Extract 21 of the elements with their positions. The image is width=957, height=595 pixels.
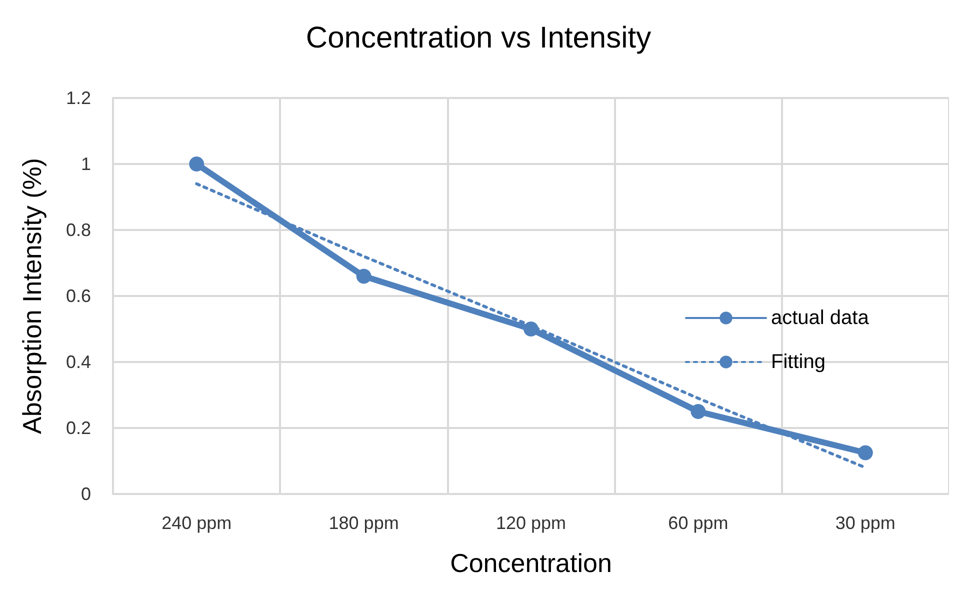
- x-tick-label: 240 ppm: [162, 513, 232, 533]
- legend-label: Fitting: [771, 351, 826, 373]
- y-tick-label: 0: [80, 484, 91, 504]
- point: [356, 268, 372, 284]
- y-tick-label: 0.6: [66, 286, 91, 306]
- x-tick-label: 180 ppm: [328, 513, 399, 533]
- point: [189, 156, 204, 172]
- chart-title: Concentration vs Intensity: [306, 22, 652, 54]
- x-tick-label: 60 ppm: [668, 513, 728, 533]
- y-tick-label: 1: [80, 154, 91, 174]
- y-tick-label: 0.2: [66, 418, 91, 438]
- x-axis-title: Concentration: [450, 548, 612, 578]
- point: [690, 404, 706, 419]
- x-tick-label: 30 ppm: [835, 513, 896, 533]
- y-tick-label: 0.8: [66, 220, 91, 240]
- y-tick-label: 1.2: [66, 88, 91, 108]
- point: [858, 445, 873, 460]
- legend-label: actual data: [771, 307, 870, 329]
- x-tick-label: 120 ppm: [496, 513, 566, 533]
- y-tick-label: 0.4: [66, 352, 91, 372]
- y-axis-title: Absorption Intensity (%): [17, 158, 47, 434]
